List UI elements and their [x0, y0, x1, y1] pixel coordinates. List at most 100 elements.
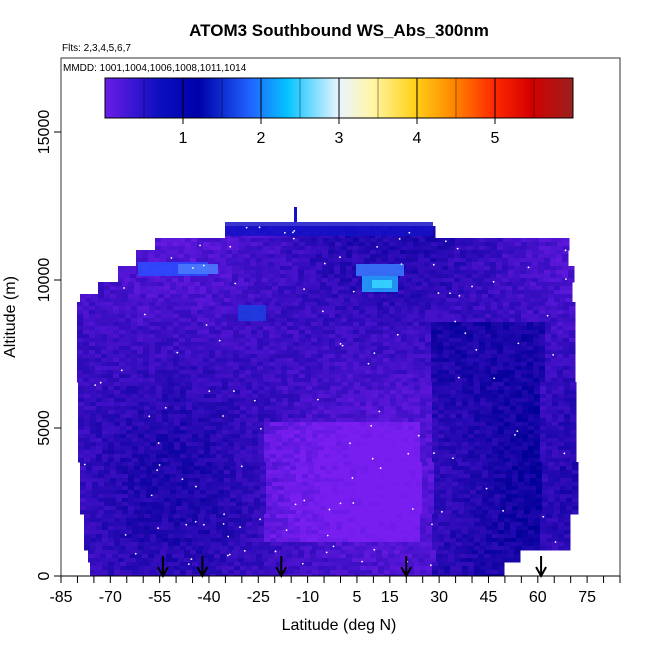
heatmap-cell: [240, 442, 247, 447]
heatmap-cell: [197, 342, 204, 347]
heatmap-cell: [462, 394, 469, 399]
heatmap-cell: [221, 350, 228, 355]
heatmap-cell: [336, 414, 343, 419]
heatmap-cell: [534, 386, 541, 391]
heatmap-cell: [440, 466, 447, 471]
heatmap-cell: [485, 374, 492, 379]
heatmap-cell: [476, 462, 483, 467]
heatmap-cell: [389, 238, 396, 243]
heatmap-cell: [126, 402, 133, 407]
heatmap-cell: [399, 234, 406, 239]
heatmap-cell: [126, 398, 133, 403]
heatmap-cell: [551, 346, 558, 351]
heatmap-cell: [408, 458, 415, 463]
heatmap-cell: [407, 242, 414, 247]
heatmap-cell: [144, 442, 151, 447]
heatmap-cell: [269, 358, 276, 363]
heatmap-cell: [570, 394, 577, 399]
heatmap-cell: [410, 298, 417, 303]
heatmap-cell: [557, 314, 564, 319]
heatmap-cell: [402, 406, 409, 411]
heatmap-cell: [173, 358, 180, 363]
heatmap-cell: [353, 362, 360, 367]
heatmap-cell: [155, 326, 162, 331]
heatmap-cell: [491, 358, 498, 363]
heatmap-cell: [359, 378, 366, 383]
heatmap-cell: [425, 318, 432, 323]
heatmap-cell: [377, 366, 384, 371]
heatmap-cell: [462, 418, 469, 423]
heatmap-cell: [558, 430, 565, 435]
heatmap-cell: [210, 382, 217, 387]
heatmap-cell: [293, 302, 300, 307]
heatmap-cell: [209, 362, 216, 367]
heatmap-cell: [191, 374, 198, 379]
heatmap-cell: [287, 238, 294, 243]
heatmap-cell: [232, 274, 239, 279]
heatmap-cell: [77, 362, 84, 367]
heatmap-cell: [152, 478, 159, 483]
heatmap-cell: [539, 342, 546, 347]
heatmap-cell: [425, 346, 432, 351]
heatmap-cell: [110, 298, 117, 303]
heatmap-cell: [371, 346, 378, 351]
heatmap-cell: [342, 406, 349, 411]
heatmap-cell: [398, 282, 405, 287]
heatmap-cell: [458, 290, 465, 295]
heatmap-cell: [206, 466, 213, 471]
heatmap-cell: [527, 302, 534, 307]
heatmap-cell: [144, 430, 151, 435]
heatmap-cell: [437, 314, 444, 319]
heatmap-cell: [180, 410, 187, 415]
heatmap-cell: [323, 326, 330, 331]
heatmap-cell: [552, 418, 559, 423]
heatmap-cell: [438, 458, 445, 463]
heatmap-cell: [436, 254, 443, 259]
heatmap-cell: [377, 314, 384, 319]
heatmap-cell: [198, 406, 205, 411]
heatmap-cell: [132, 442, 139, 447]
heatmap-cell: [334, 254, 341, 259]
heatmap-cell: [348, 418, 355, 423]
heatmap-cell: [422, 462, 429, 467]
heatmap-cell: [383, 326, 390, 331]
heatmap-cell: [407, 334, 414, 339]
heatmap-cell: [450, 450, 457, 455]
heatmap-cell: [272, 470, 279, 475]
heatmap-cell: [113, 314, 120, 319]
heatmap-cell: [104, 478, 111, 483]
heatmap-cell: [131, 350, 138, 355]
heatmap-cell: [326, 470, 333, 475]
heatmap-cell: [260, 294, 267, 299]
heatmap-cell: [155, 362, 162, 367]
heatmap-cell: [467, 326, 474, 331]
heatmap-cell: [191, 302, 198, 307]
heatmap-cell: [220, 262, 227, 267]
heatmap-cell: [473, 302, 480, 307]
heatmap-cell: [395, 302, 402, 307]
heatmap-cell: [252, 390, 259, 395]
heatmap-cell: [308, 298, 315, 303]
heatmap-cell: [208, 278, 215, 283]
heatmap-cell: [551, 358, 558, 363]
heatmap-cell: [528, 386, 535, 391]
heatmap-cell: [317, 330, 324, 335]
heatmap-cell: [335, 238, 342, 243]
heatmap-cell: [102, 458, 109, 463]
heatmap-cell: [318, 418, 325, 423]
heatmap-cell: [522, 418, 529, 423]
heatmap-cell: [348, 394, 355, 399]
heatmap-cell: [443, 346, 450, 351]
heatmap-cell: [215, 310, 222, 315]
heatmap-cell: [467, 238, 474, 243]
heatmap-cell: [545, 374, 552, 379]
heatmap-cell: [227, 238, 234, 243]
heatmap-cell: [526, 266, 533, 271]
heatmap-cell: [260, 478, 267, 483]
heatmap-cell: [282, 410, 289, 415]
heatmap-cell: [460, 270, 467, 275]
heatmap-cell: [218, 470, 225, 475]
heatmap-cell: [246, 406, 253, 411]
heatmap-cell: [467, 334, 474, 339]
heatmap-cell: [114, 418, 121, 423]
